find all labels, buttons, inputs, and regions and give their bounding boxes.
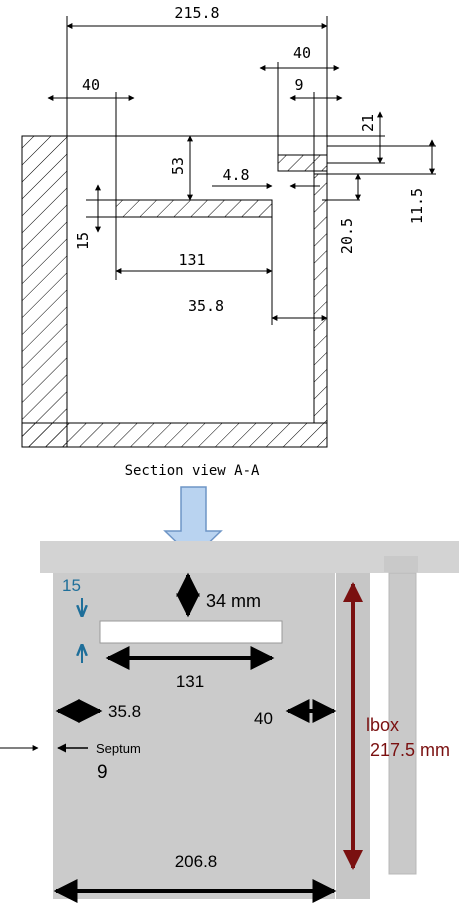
label-septum: Septum (96, 741, 141, 756)
dim-top-right-40: 40 (293, 44, 311, 62)
slot-opening (99, 620, 283, 644)
drawing-labels: 215.8 40 40 9 21 53 4.8 11.5 15 20.5 131… (74, 4, 426, 479)
label-15: 15 (62, 576, 81, 595)
dim-slot-4-8: 4.8 (222, 166, 249, 184)
section-caption: Section view A-A (125, 463, 260, 479)
left-wall-hatch (21, 135, 68, 448)
dim-thick-15: 15 (74, 232, 92, 250)
column-cap (384, 556, 418, 572)
dim-offset-35-8: 35.8 (188, 297, 224, 315)
technical-drawing (21, 16, 436, 448)
label-40: 40 (254, 709, 273, 728)
label-lbox: lbox (366, 715, 399, 735)
dim-overall-width: 215.8 (174, 4, 219, 22)
bottom-wall-hatch (21, 422, 328, 448)
label-35-8: 35.8 (108, 702, 141, 721)
label-septum-value: 9 (97, 762, 108, 783)
schematic-labels: 15 34 mm 131 35.8 40 Septum 9 lbox 217.5… (62, 576, 450, 871)
dim-left-40: 40 (82, 76, 100, 94)
label-34mm: 34 mm (206, 591, 261, 611)
dim-right-20-5: 20.5 (338, 218, 356, 254)
dim-septum-9: 9 (294, 76, 303, 94)
top-slot-tab (277, 154, 328, 172)
label-131: 131 (176, 672, 204, 691)
right-septum-hatch (313, 173, 328, 424)
dim-depth-53: 53 (169, 157, 187, 175)
box-outline (21, 135, 328, 448)
schematic-photo (0, 541, 459, 903)
dim-slot-131: 131 (178, 251, 205, 269)
label-206-8: 206.8 (175, 852, 218, 871)
label-lbox-value: 217.5 mm (370, 740, 450, 760)
middle-plate-hatch (115, 199, 273, 218)
dim-right-11-5: 11.5 (408, 188, 426, 224)
dim-gap-21: 21 (359, 114, 377, 132)
right-column (388, 572, 417, 875)
